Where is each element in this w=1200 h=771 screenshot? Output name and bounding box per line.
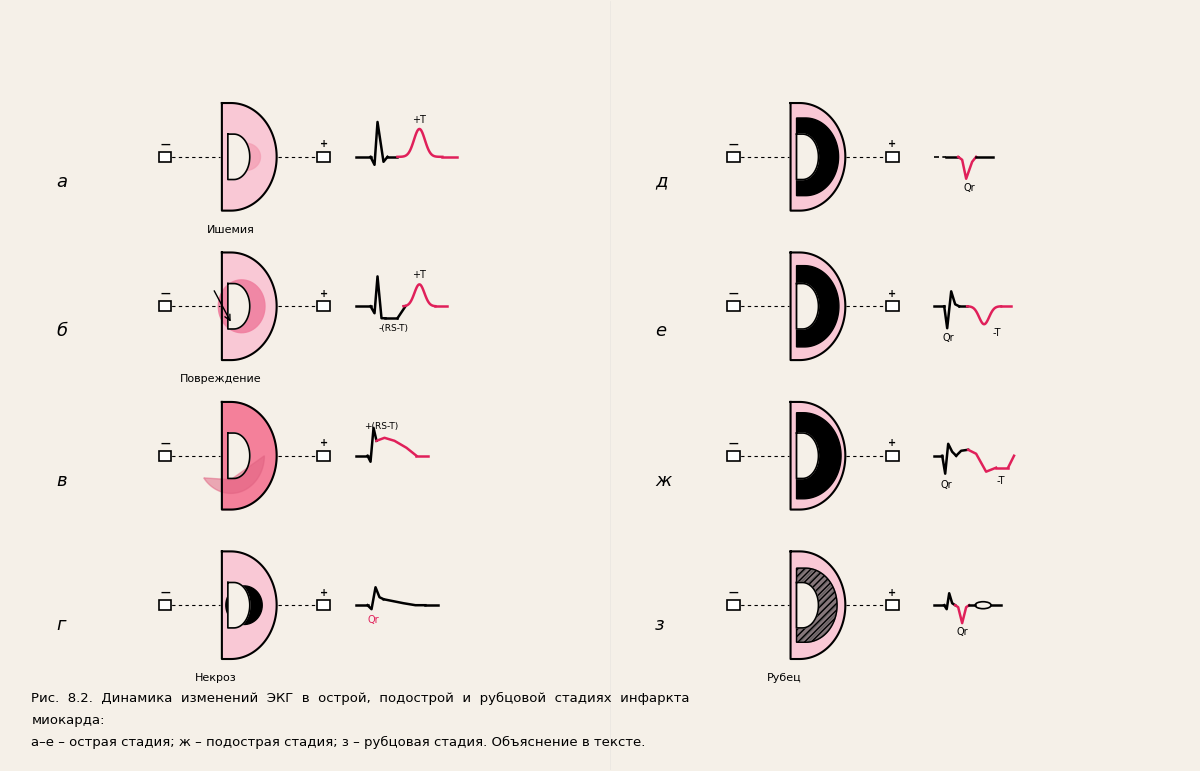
- Polygon shape: [228, 433, 250, 479]
- Text: Рубец: Рубец: [767, 673, 802, 683]
- Bar: [158, 601, 172, 610]
- Text: миокарда:: миокарда:: [31, 714, 104, 727]
- Bar: [886, 451, 899, 461]
- Polygon shape: [226, 586, 263, 625]
- Polygon shape: [791, 402, 845, 510]
- Text: Qr: Qr: [942, 333, 954, 343]
- Polygon shape: [218, 280, 265, 333]
- Text: +: +: [319, 289, 328, 299]
- Text: +: +: [888, 140, 896, 150]
- Polygon shape: [228, 582, 250, 628]
- Polygon shape: [204, 456, 264, 493]
- Text: +T: +T: [413, 271, 426, 281]
- Text: —: —: [728, 140, 738, 150]
- Bar: [317, 601, 330, 610]
- Bar: [727, 301, 740, 311]
- Text: е: е: [655, 322, 666, 340]
- Text: —: —: [160, 438, 170, 448]
- Text: +: +: [888, 289, 896, 299]
- Text: —: —: [728, 438, 738, 448]
- Bar: [158, 152, 172, 162]
- Text: +: +: [888, 438, 896, 448]
- Text: б: б: [56, 322, 67, 340]
- Text: Qr: Qr: [941, 480, 952, 490]
- Text: г: г: [56, 616, 66, 634]
- Text: —: —: [728, 289, 738, 299]
- Bar: [158, 301, 172, 311]
- Polygon shape: [222, 103, 277, 210]
- Text: Рис.  8.2.  Динамика  изменений  ЭКГ  в  острой,  подострой  и  рубцовой  стадия: Рис. 8.2. Динамика изменений ЭКГ в остро…: [31, 692, 690, 705]
- Polygon shape: [791, 252, 845, 360]
- Text: Qr: Qr: [367, 615, 379, 625]
- Polygon shape: [222, 252, 277, 360]
- Text: а–е – острая стадия; ж – подострая стадия; з – рубцовая стадия. Объяснение в тек: а–е – острая стадия; ж – подострая стади…: [31, 736, 646, 749]
- Text: Qr: Qr: [956, 627, 968, 637]
- Polygon shape: [797, 582, 818, 628]
- Bar: [886, 301, 899, 311]
- Text: Повреждение: Повреждение: [180, 374, 262, 384]
- Text: +: +: [888, 588, 896, 598]
- Text: +: +: [319, 588, 328, 598]
- Bar: [886, 152, 899, 162]
- Text: +: +: [319, 438, 328, 448]
- Text: —: —: [160, 289, 170, 299]
- Polygon shape: [797, 266, 839, 347]
- Text: в: в: [56, 472, 67, 490]
- Polygon shape: [232, 143, 260, 170]
- Polygon shape: [797, 568, 838, 642]
- Text: з: з: [655, 616, 665, 634]
- Bar: [727, 152, 740, 162]
- Text: -(RS-T): -(RS-T): [378, 325, 408, 333]
- Polygon shape: [797, 412, 841, 499]
- Text: —: —: [728, 588, 738, 598]
- Polygon shape: [222, 402, 277, 510]
- Text: +T: +T: [413, 115, 426, 125]
- Text: ж: ж: [655, 472, 671, 490]
- Bar: [317, 451, 330, 461]
- Text: —: —: [160, 588, 170, 598]
- Bar: [727, 451, 740, 461]
- Text: —: —: [160, 140, 170, 150]
- Polygon shape: [797, 284, 818, 329]
- Polygon shape: [791, 103, 845, 210]
- Polygon shape: [228, 134, 250, 180]
- Polygon shape: [228, 284, 250, 329]
- Text: а: а: [56, 173, 67, 190]
- Bar: [317, 301, 330, 311]
- Bar: [886, 601, 899, 610]
- Text: +: +: [319, 140, 328, 150]
- Bar: [727, 601, 740, 610]
- Text: Некроз: Некроз: [196, 673, 236, 683]
- Bar: [317, 152, 330, 162]
- Text: Ишемия: Ишемия: [206, 224, 254, 234]
- Polygon shape: [797, 134, 818, 180]
- Polygon shape: [222, 551, 277, 659]
- Polygon shape: [797, 118, 839, 196]
- Text: -T: -T: [997, 476, 1006, 486]
- Polygon shape: [791, 551, 845, 659]
- Text: д: д: [655, 173, 667, 190]
- Text: Qr: Qr: [964, 183, 974, 193]
- Text: +(RS-T): +(RS-T): [365, 422, 398, 431]
- Polygon shape: [797, 433, 818, 479]
- Bar: [158, 451, 172, 461]
- Text: -T: -T: [992, 328, 1001, 338]
